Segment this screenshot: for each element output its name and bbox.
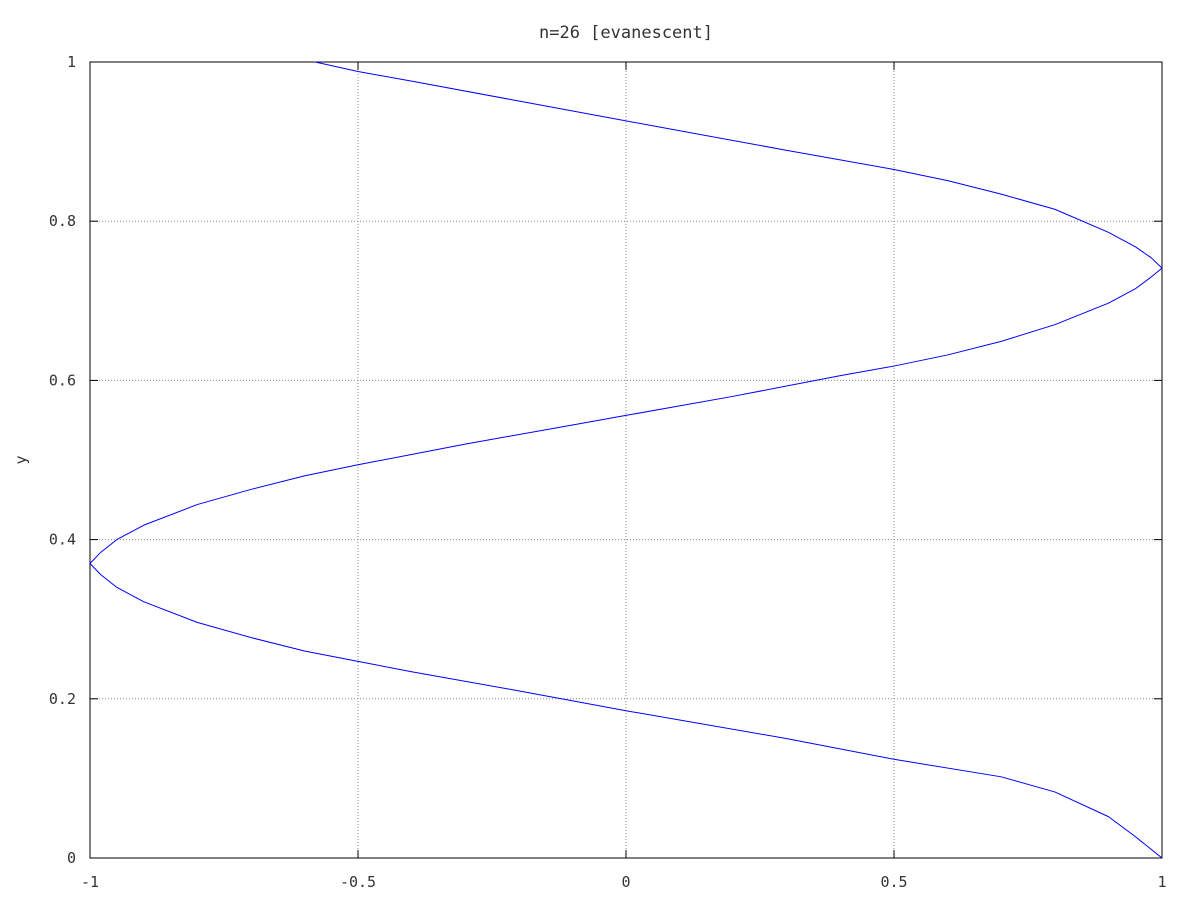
tick-labels: -1 -0.5 0 0.5 1 0 0.2 0.4 0.6 0.8 1 [49, 53, 1167, 891]
y-tick-label: 0.8 [49, 212, 76, 230]
plot-frame [89, 61, 1163, 859]
tick-marks [89, 61, 1163, 859]
grid-lines [90, 62, 1162, 858]
y-tick-label: 0.6 [49, 371, 76, 389]
series-line [89, 61, 1163, 859]
x-tick-label: -0.5 [340, 873, 376, 891]
series-layer [89, 61, 1163, 859]
y-tick-label: 0 [67, 849, 76, 867]
x-tick-label: 0.5 [880, 873, 907, 891]
y-axis-label: y [12, 455, 30, 464]
x-tick-label: -1 [81, 873, 99, 891]
chart-title: n=26 [evanescent] [539, 23, 713, 43]
y-tick-label: 1 [67, 53, 76, 71]
y-tick-label: 0.2 [49, 690, 76, 708]
x-tick-label: 0 [621, 873, 630, 891]
y-tick-label: 0.4 [49, 531, 76, 549]
x-tick-label: 1 [1157, 873, 1166, 891]
